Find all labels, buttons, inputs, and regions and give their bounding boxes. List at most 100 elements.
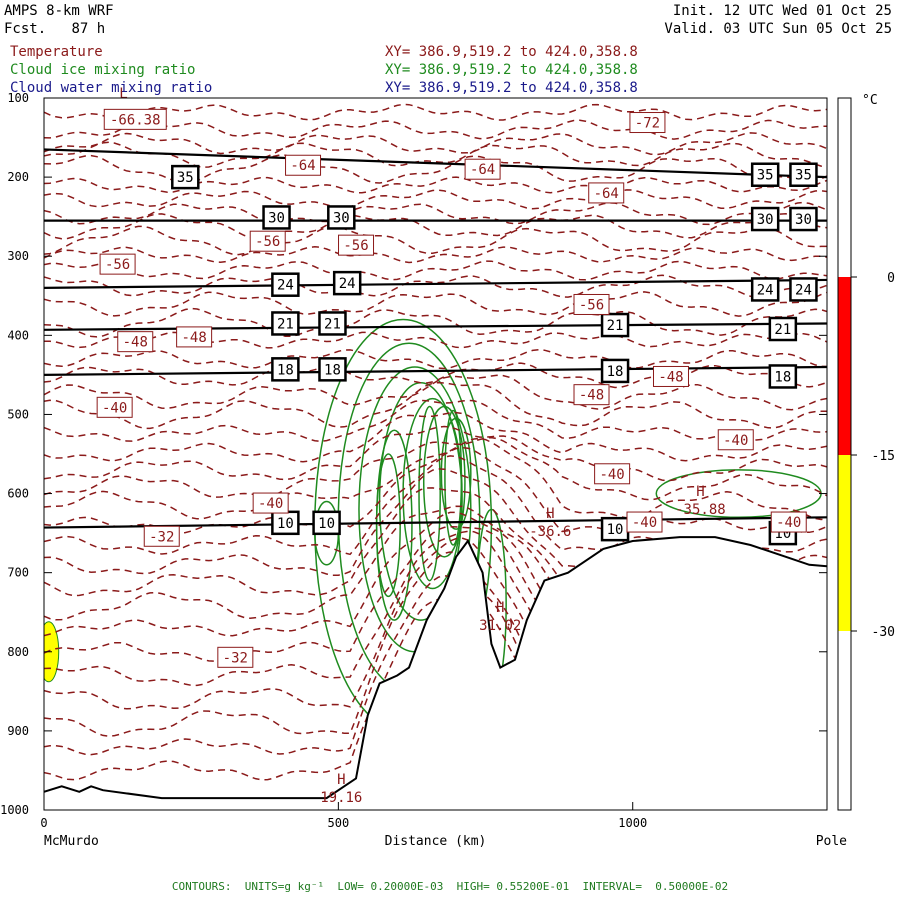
theta-label: 10 [277, 516, 294, 532]
legend-cloud-ice: Cloud ice mixing ratio [10, 62, 196, 78]
temperature-label: -64 [470, 162, 495, 178]
theta-label: 21 [277, 316, 294, 332]
temperature-label-box [626, 511, 663, 533]
init-time: Init. 12 UTC Wed 01 Oct 25 [672, 3, 892, 19]
temperature-label: -40 [102, 400, 127, 416]
theta-contour-35 [44, 148, 827, 179]
temperature-label: -48 [579, 388, 604, 404]
theta-label: 18 [607, 364, 624, 380]
theta-label-box [332, 270, 362, 296]
theta-label-box [171, 164, 200, 190]
temperature-label-box [117, 331, 154, 353]
colorbar-unit: °C [862, 93, 878, 108]
theta-label-box [600, 312, 630, 338]
temperature-isotherm [44, 399, 827, 443]
cloud-ice-contour [440, 417, 472, 530]
temperature-label-box [103, 108, 167, 130]
temperature-label-box [96, 396, 133, 418]
extremum-type: H [496, 600, 504, 616]
extremum-type: H [546, 506, 554, 522]
theta-label: 24 [795, 282, 812, 298]
colorbar-label: 0 [887, 271, 895, 286]
temperature-label: -56 [343, 238, 368, 254]
temperature-label: -72 [635, 116, 660, 132]
theta-label-box [750, 162, 780, 187]
temperature-label-box [573, 293, 610, 315]
temperature-label: -32 [223, 650, 248, 666]
theta-label: 24 [339, 276, 356, 292]
temperature-label-box [249, 230, 286, 252]
temperature-label-box [629, 112, 666, 134]
theta-label-box [789, 206, 818, 232]
temperature-isotherm [44, 291, 827, 317]
theta-label-box [271, 311, 300, 336]
y-tick-label: 600 [7, 487, 29, 501]
temperature-isotherm [44, 362, 827, 389]
temperature-label: -48 [658, 369, 683, 385]
y-tick-label: 300 [7, 249, 29, 263]
theta-label-box [768, 316, 798, 342]
theta-label: 30 [333, 210, 350, 226]
temperature-label-box [652, 365, 689, 387]
x-end-label-left: McMurdo [44, 834, 99, 849]
legend-cloud-water-xy: XY= 386.9,519.2 to 424.0,358.8 [385, 80, 638, 96]
valid-time: Valid. 03 UTC Sun 05 Oct 25 [664, 21, 892, 37]
extremum-type: H [696, 484, 704, 500]
colorbar-segment [838, 277, 851, 455]
terrain [44, 536, 827, 810]
temperature-label-box [285, 154, 322, 176]
temperature-isotherm [44, 436, 827, 501]
temperature-isotherm [44, 201, 827, 226]
y-tick-label: 500 [7, 407, 29, 421]
legend-temperature-xy: XY= 386.9,519.2 to 424.0,358.8 [385, 44, 638, 60]
temperature-label-box [770, 511, 807, 533]
temperature-isotherm [44, 425, 827, 482]
colorbar-segment [838, 455, 851, 631]
theta-label-box [750, 277, 780, 302]
temperature-isotherm [44, 260, 827, 281]
x-tick-label: 0 [40, 816, 47, 830]
theta-label-box [600, 358, 630, 384]
temperature-label: -64 [290, 158, 315, 174]
temperature-isotherm [44, 411, 827, 463]
theta-label-box [318, 311, 347, 336]
cloud-ice-contour [422, 405, 466, 558]
extremum-value: 19.16 [320, 790, 362, 806]
extremum-type: H [337, 772, 345, 788]
theta-label: 30 [795, 212, 812, 228]
temperature-isotherm [44, 103, 827, 121]
y-tick-label: 1000 [0, 803, 29, 817]
theta-label-box [327, 205, 356, 230]
legend-cloud-water: Cloud water mixing ratio [10, 80, 213, 96]
temperature-label: -40 [599, 467, 624, 483]
theta-label: 30 [268, 210, 285, 226]
plot-frame [43, 97, 828, 811]
theta-label: 10 [607, 522, 624, 538]
temperature-isotherm [44, 348, 827, 370]
theta-label-box [789, 277, 818, 302]
temperature-label-box [594, 463, 631, 485]
temperature-isotherm [44, 119, 827, 140]
temperature-isotherm [44, 537, 827, 713]
cloud-ice-contour [375, 453, 401, 598]
temperature-label-box [176, 326, 213, 348]
extrema-labels: L H -36.6 H -35.88 H 31.02 H 19.16 [119, 86, 725, 806]
temperature-isotherm [44, 505, 827, 621]
theta-label: 18 [324, 362, 341, 378]
temperature-label: -56 [255, 234, 280, 250]
theta-label-box [262, 205, 291, 230]
cloud-ice-contour [402, 397, 463, 590]
theta-label: 10 [318, 516, 335, 532]
temperature-label: -48 [181, 330, 206, 346]
temperature-labels: -66.38 -72 -64 -64 -64 -56 -56 -56 -56 -48 -48 -48 -… [96, 108, 807, 668]
temperature-label: -40 [723, 433, 748, 449]
temperature-isotherm [44, 176, 827, 194]
theta-label-box [318, 357, 347, 382]
theta-label: 24 [757, 282, 774, 298]
temperature-isotherm [44, 132, 827, 156]
legend-temperature: Temperature [10, 44, 103, 60]
theta-contour-21 [44, 322, 827, 331]
legend-cloud-ice-xy: XY= 386.9,519.2 to 424.0,358.8 [385, 62, 638, 78]
terrain-fill [44, 537, 827, 810]
forecast-hour: Fcst. 87 h [4, 20, 105, 38]
